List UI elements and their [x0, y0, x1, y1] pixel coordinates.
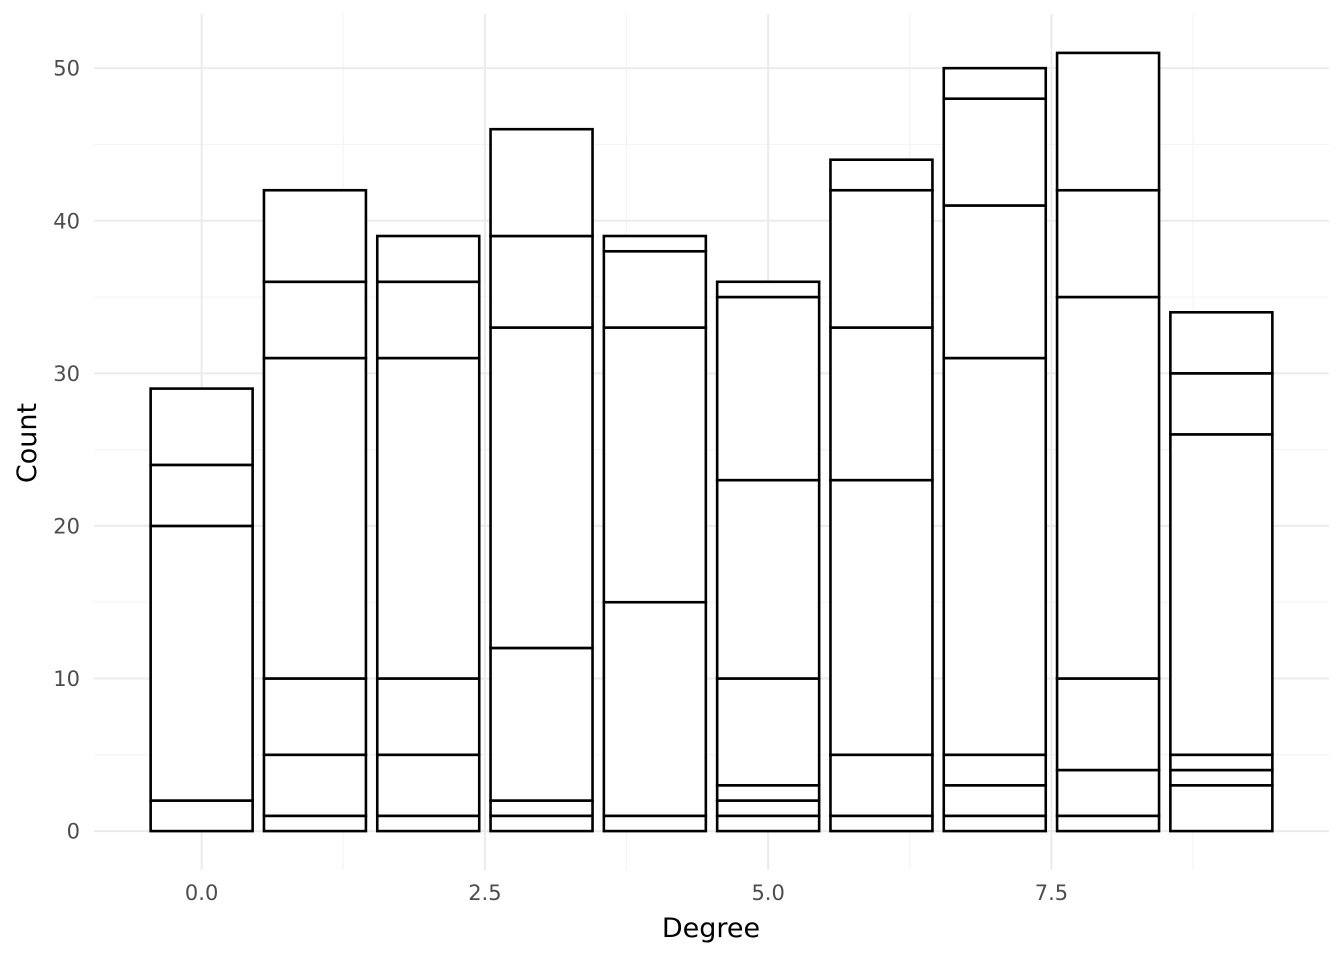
bar-segment	[942, 814, 1048, 833]
bar-segment	[942, 753, 1048, 787]
y-tick-label: 30	[53, 362, 80, 386]
bar-segment	[489, 234, 594, 329]
bar-segment	[942, 784, 1048, 818]
bar-segment	[489, 814, 594, 833]
bar-segment	[1169, 753, 1274, 772]
bar-segment	[829, 158, 934, 192]
y-axis-title: Count	[12, 403, 43, 483]
bar-segment	[1169, 372, 1274, 436]
y-tick-label: 50	[53, 57, 80, 81]
bar-stack	[262, 188, 368, 833]
bar-stack	[375, 234, 481, 833]
bar-segment	[262, 356, 368, 680]
x-tick-label: 0.0	[185, 881, 218, 905]
x-tick-label: 2.5	[468, 881, 501, 905]
bar-segment	[602, 234, 708, 253]
bar-segment	[1169, 768, 1274, 787]
bar-segment	[375, 814, 481, 833]
bar-segment	[1055, 295, 1161, 680]
bar-segment	[375, 280, 481, 360]
bar-segment	[149, 524, 254, 802]
bar-segment	[375, 356, 481, 680]
x-tick-label: 5.0	[751, 881, 784, 905]
bar-segment	[262, 814, 368, 833]
bar-segment	[829, 753, 934, 818]
bar-segment	[715, 784, 821, 802]
y-tick-label: 20	[53, 514, 80, 538]
bar-stack	[602, 234, 708, 833]
bar-segment	[829, 478, 934, 757]
bar-segment	[262, 677, 368, 757]
bar-segment	[1055, 768, 1161, 818]
x-axis-ticks: 0.0 2.5 5.0 7.5	[185, 881, 1068, 905]
bar-segment	[489, 646, 594, 802]
bar-segment	[602, 600, 708, 818]
y-tick-label: 0	[67, 820, 80, 844]
bar-segment	[149, 387, 254, 467]
bar-segment	[942, 356, 1048, 757]
bar-segment	[375, 234, 481, 284]
x-axis-title: Degree	[662, 913, 760, 944]
bar-stack	[149, 387, 254, 833]
bar-stack	[715, 280, 821, 833]
bar-segment	[262, 753, 368, 818]
bar-segment	[942, 97, 1048, 207]
bar-segment	[1169, 433, 1274, 757]
bar-segment	[942, 204, 1048, 360]
bar-stack	[829, 158, 934, 833]
bar-segment	[829, 188, 934, 329]
bar-segment	[489, 799, 594, 818]
y-axis-ticks: 0 10 20 30 40 50	[53, 57, 80, 844]
bar-segment	[829, 814, 934, 833]
bar-segment	[715, 280, 821, 299]
bar-segment	[715, 478, 821, 680]
bar-segment	[1169, 311, 1274, 375]
bar-segment	[262, 188, 368, 284]
bar-stack	[1055, 51, 1161, 833]
bar-segment	[1055, 188, 1161, 299]
bar-segment	[602, 814, 708, 833]
y-tick-label: 10	[53, 667, 80, 691]
bar-segment	[375, 677, 481, 757]
bar-stack	[489, 127, 594, 833]
bar-segment	[375, 753, 481, 818]
bar-segment	[1055, 51, 1161, 192]
bar-segment	[149, 799, 254, 833]
bar-segment	[1055, 677, 1161, 772]
bars	[149, 51, 1274, 833]
bar-segment	[149, 463, 254, 528]
bar-segment	[602, 249, 708, 329]
bar-segment	[262, 280, 368, 360]
bar-segment	[715, 814, 821, 833]
bar-segment	[942, 66, 1048, 100]
bar-segment	[715, 295, 821, 482]
bar-segment	[489, 326, 594, 650]
bar-segment	[715, 677, 821, 787]
bar-segment	[1055, 814, 1161, 833]
bar-segment	[489, 127, 594, 238]
x-tick-label: 7.5	[1035, 881, 1068, 905]
y-tick-label: 40	[53, 209, 80, 233]
bar-segment	[1169, 784, 1274, 833]
bar-segment	[602, 326, 708, 604]
bar-stack	[942, 66, 1048, 833]
bar-stack	[1169, 311, 1274, 833]
bar-segment	[829, 326, 934, 482]
bar-segment	[715, 799, 821, 818]
